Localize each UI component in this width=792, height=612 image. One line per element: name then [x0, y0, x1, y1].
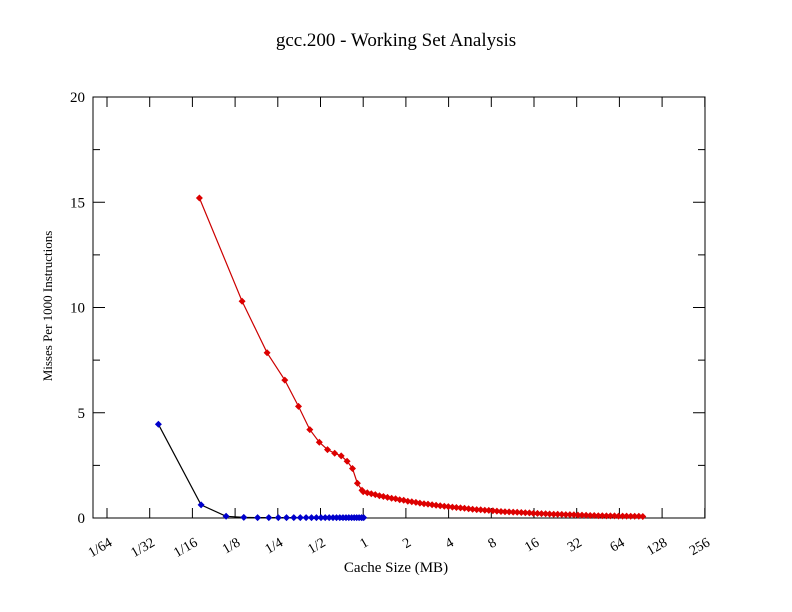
x-tick-label: 2 — [400, 535, 414, 551]
x-tick-label: 1/2 — [306, 535, 329, 557]
x-tick-label: 128 — [644, 535, 670, 558]
y-tick-label: 10 — [70, 301, 85, 317]
x-tick-label: 1/64 — [86, 535, 115, 560]
y-tick-label: 0 — [78, 511, 86, 527]
x-tick-label: 8 — [486, 535, 500, 551]
y-tick-label: 20 — [70, 90, 85, 106]
chart-title: gcc.200 - Working Set Analysis — [275, 30, 517, 51]
blue-series-line — [157, 424, 364, 519]
x-tick-label: 4 — [443, 535, 457, 551]
x-tick-label: 1/16 — [171, 535, 200, 560]
y-tick-label: 5 — [78, 406, 86, 422]
red-series-line — [198, 197, 643, 518]
x-tick-label: 16 — [522, 535, 542, 555]
x-axis-label: Cache Size (MB) — [343, 560, 449, 576]
x-tick-label: 64 — [608, 535, 628, 555]
x-tick-label: 1 — [358, 535, 372, 551]
red-series-markers — [195, 194, 647, 520]
blue-series-markers — [154, 420, 368, 522]
x-tick-label: 1/8 — [220, 535, 243, 557]
x-tick-label: 32 — [565, 535, 585, 555]
y-tick-label: 15 — [70, 195, 85, 211]
x-tick-label: 256 — [687, 535, 713, 558]
plot-border — [92, 96, 706, 519]
y-axis-label: Misses Per 1000 Instructions — [40, 230, 55, 382]
x-tick-label: 1/4 — [263, 535, 286, 557]
x-tick-label: 1/32 — [129, 535, 158, 560]
